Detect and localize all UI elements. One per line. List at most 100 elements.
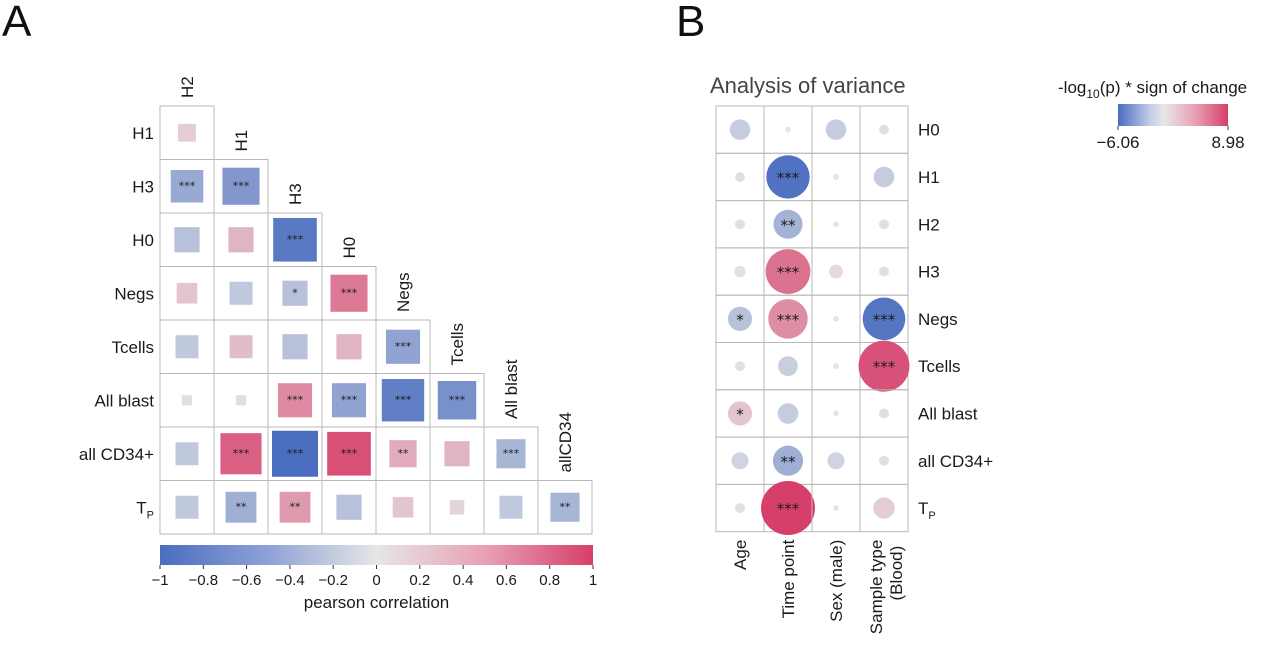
correlation-square: [277, 383, 313, 418]
correlation-square: [550, 492, 580, 522]
effect-circle: [879, 455, 889, 466]
effect-circle: [731, 452, 749, 470]
chart-title: Analysis of variance: [710, 73, 906, 98]
effect-circle: [778, 356, 798, 377]
matrix-cell: [859, 483, 909, 533]
row-label: all CD34+: [79, 445, 154, 464]
significance-marker: *: [292, 286, 298, 299]
effect-circle: [735, 361, 745, 372]
correlation-square: [222, 167, 260, 205]
significance-marker: ***: [449, 393, 466, 406]
correlation-square: [229, 335, 253, 359]
column-label: All blast: [502, 359, 521, 419]
row-label: All blast: [918, 404, 978, 423]
significance-marker: ***: [395, 340, 412, 353]
correlation-square: [220, 433, 262, 475]
panel-letter-b: B: [676, 0, 705, 46]
significance-marker: ***: [287, 393, 304, 406]
significance-marker: **: [560, 500, 572, 513]
correlation-square: [235, 395, 247, 406]
effect-circle: [858, 340, 910, 392]
colorbar-tick-label: 0.2: [409, 572, 430, 589]
colorbar-tick-label: −0.4: [275, 572, 305, 589]
correlation-square: [272, 430, 318, 477]
effect-circle: [879, 408, 889, 419]
significance-marker: ***: [873, 358, 896, 376]
correlation-square: [437, 381, 477, 420]
colorbar-max-label: 8.98: [1211, 133, 1244, 152]
effect-circle: [735, 172, 745, 182]
correlation-legend: −1 −0.8 −0.6 −0.4 −0.2 0 0.2 0.4 0.6 0.8 1 pearson …: [151, 545, 597, 612]
column-label: allCD34: [556, 412, 575, 472]
significance-marker: ***: [395, 393, 412, 406]
effect-circle: [833, 221, 839, 228]
colorbar-tick-label: 0.6: [496, 572, 517, 589]
correlation-square: [175, 495, 199, 519]
effect-circle: [833, 410, 839, 417]
effect-circle: [734, 265, 746, 278]
row-label: Tcells: [918, 357, 961, 376]
row-label: H3: [918, 263, 940, 282]
significance-marker: ***: [287, 233, 304, 246]
effect-circle: [873, 497, 895, 519]
effect-circle: [833, 316, 839, 322]
significance-marker: ***: [341, 447, 358, 460]
effect-circle: [879, 219, 889, 230]
correlation-square: [392, 496, 414, 518]
correlation-square: [175, 335, 199, 359]
colorbar-tick-label: 0.4: [453, 572, 474, 589]
panel-letter-a: A: [2, 0, 32, 46]
row-label: Negs: [918, 310, 958, 329]
significance-marker: **: [398, 447, 410, 460]
column-label: H3: [286, 183, 305, 205]
effect-circle: [766, 155, 810, 199]
row-label: H3: [132, 177, 154, 196]
significance-marker: ***: [873, 311, 896, 329]
effect-circle: [772, 445, 804, 476]
column-label: Age: [731, 540, 750, 570]
significance-marker: ***: [777, 264, 800, 282]
colorbar: [1118, 104, 1228, 126]
significance-marker: ***: [179, 179, 196, 192]
effect-circle: [873, 166, 895, 188]
column-label: H2: [178, 76, 197, 98]
significance-marker: ***: [777, 311, 800, 329]
correlation-square: [499, 495, 523, 519]
column-label: Sample type: [867, 540, 886, 635]
effect-circle: [735, 503, 745, 513]
effect-circle: [833, 505, 839, 511]
colorbar-tick-label: −1: [151, 572, 168, 589]
significance-marker: *: [736, 405, 744, 423]
row-label: H1: [132, 124, 154, 143]
column-label: Time point: [779, 539, 798, 618]
row-label: H0: [132, 231, 154, 250]
correlation-square: [381, 379, 425, 422]
effect-circle: [735, 219, 745, 230]
row-label: H0: [918, 121, 940, 140]
colorbar-tick-label: 0: [372, 572, 380, 589]
row-label: Tcells: [111, 338, 154, 357]
effect-circle: [827, 452, 845, 470]
colorbar: [160, 545, 593, 565]
significance-marker: ***: [233, 447, 250, 460]
correlation-square: [174, 227, 200, 253]
correlation-square: [282, 280, 308, 306]
effect-circle: [727, 401, 753, 426]
significance-marker: **: [781, 453, 797, 471]
significance-marker: *: [736, 311, 744, 329]
colorbar-min-label: −6.06: [1096, 133, 1139, 152]
row-label: TP: [136, 498, 154, 521]
correlation-square: [327, 431, 371, 476]
colorbar-tick-label: −0.8: [188, 572, 218, 589]
correlation-square: [336, 494, 362, 520]
significance-marker: ***: [777, 500, 800, 518]
correlation-square: [225, 491, 257, 523]
column-label: Sex (male): [827, 540, 846, 622]
anova-legend: -log10(p) * sign of change −6.06 8.98: [1058, 78, 1247, 152]
column-label: Tcells: [448, 323, 467, 366]
effect-circle: [833, 174, 839, 180]
column-label: H1: [232, 130, 251, 152]
effect-circle: [879, 266, 889, 277]
significance-marker: **: [236, 500, 248, 513]
